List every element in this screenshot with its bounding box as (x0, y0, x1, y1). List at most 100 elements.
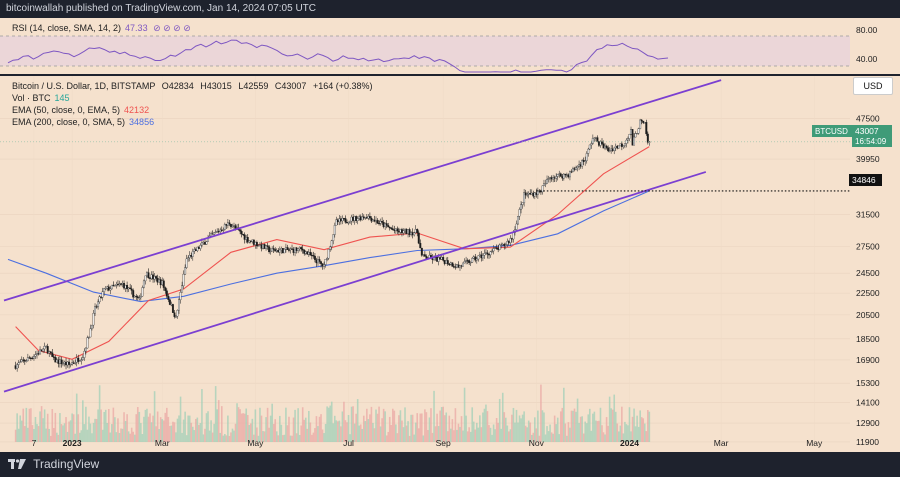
price-tick: 12900 (856, 418, 880, 428)
candle-body (141, 287, 144, 297)
candle-body (257, 245, 260, 247)
candle-body (362, 216, 365, 219)
currency-button[interactable]: USD (853, 77, 893, 95)
candle-body (634, 133, 637, 138)
candle-body (275, 250, 278, 252)
volume-bar (358, 425, 361, 442)
volume-bar (199, 423, 202, 442)
candle-body (318, 259, 321, 262)
volume-bar (633, 408, 635, 442)
candle-body (31, 357, 34, 359)
candle-body (425, 256, 428, 259)
candle-body (332, 234, 335, 241)
trend-channel[interactable] (3, 79, 722, 393)
volume-bar (95, 418, 98, 442)
candle-body (120, 283, 122, 285)
volume-bar (253, 434, 255, 442)
candle-body (239, 229, 242, 232)
candle-body (175, 316, 177, 318)
volume-bar (588, 408, 591, 442)
volume-bar (582, 433, 585, 442)
candle-body (381, 221, 384, 223)
volume-bar (518, 415, 521, 442)
pane-separator[interactable] (0, 74, 900, 76)
volume-bar (89, 423, 92, 442)
candle-body (605, 145, 608, 148)
volume-bar (421, 413, 423, 442)
candle-body (423, 254, 426, 257)
candle-body (593, 137, 596, 139)
volume-bar (521, 414, 524, 442)
volume-bar (573, 408, 576, 442)
rsi-tick-80: 80.00 (856, 25, 878, 35)
candle-body (501, 244, 504, 246)
candle-body (630, 129, 632, 135)
ohlc-row: Bitcoin / U.S. Dollar, 1D, BITSTAMP O428… (12, 80, 372, 92)
volume-bar (468, 427, 470, 442)
symbol-title[interactable]: Bitcoin / U.S. Dollar, 1D, BITSTAMP (12, 81, 156, 91)
volume-bar (407, 421, 409, 442)
price-chart[interactable]: 80.00 40.00 11900 12900 14100 15300 16900 185… (0, 18, 900, 452)
ema50-label[interactable]: EMA (50, close, 0, EMA, 5) (12, 105, 121, 115)
candle-body (170, 304, 173, 306)
volume-bar (440, 407, 443, 442)
candle-body (533, 192, 536, 197)
candle-body (229, 224, 232, 227)
candle-body (263, 244, 266, 249)
candle-body (69, 364, 72, 366)
volume-bar (636, 415, 638, 442)
volume-bar (564, 423, 567, 442)
ema200-label[interactable]: EMA (200, close, 0, SMA, 5) (12, 117, 126, 127)
candle-body (115, 284, 118, 286)
volume-bar (396, 433, 399, 442)
volume-bar (78, 432, 81, 442)
candle-body (619, 143, 622, 147)
volume-bar (570, 410, 573, 442)
volume-bar (486, 411, 489, 442)
candle-body (404, 228, 406, 232)
volume-bar (292, 417, 295, 442)
candle-body (385, 223, 388, 226)
volume-bar (117, 418, 119, 442)
candle-body (196, 246, 199, 251)
volume-bar (529, 422, 532, 442)
candle-body (55, 359, 58, 363)
candle-body (42, 348, 45, 352)
candle-body (353, 216, 356, 221)
candle-body (642, 120, 645, 123)
candle-body (610, 148, 613, 151)
candle-body (23, 360, 26, 362)
volume-bar (37, 426, 40, 442)
candle-body (153, 276, 156, 280)
candle-body (359, 216, 362, 221)
volume-bar (272, 423, 275, 442)
volume-bar (469, 431, 472, 442)
candle-body (77, 357, 80, 362)
candle-body (483, 253, 486, 256)
volume-bar (317, 426, 319, 442)
volume-bar (337, 421, 339, 442)
rsi-label: RSI (14, close, SMA, 14, 2) (12, 23, 122, 33)
volume-bar (277, 435, 280, 442)
volume-bar (265, 417, 267, 442)
candle-body (575, 167, 577, 170)
volume-bar (596, 421, 599, 442)
candle-body (413, 232, 416, 236)
candle-body (527, 193, 530, 195)
volume-bar (326, 406, 328, 442)
candle-body (315, 259, 318, 264)
volume-bar (393, 410, 396, 442)
candle-body (58, 359, 61, 364)
candle-body (165, 290, 168, 297)
candle-body (396, 228, 399, 232)
candle-body (378, 222, 381, 225)
candle-body (518, 209, 521, 217)
candle-body (361, 216, 364, 221)
level-tag-bg (849, 174, 882, 186)
candle-body (33, 356, 35, 359)
vol-label[interactable]: Vol · BTC (12, 93, 51, 103)
candle-body (36, 353, 38, 355)
candle-body (54, 357, 57, 363)
rsi-scale-bg (850, 18, 900, 74)
volume-bar (430, 408, 432, 442)
